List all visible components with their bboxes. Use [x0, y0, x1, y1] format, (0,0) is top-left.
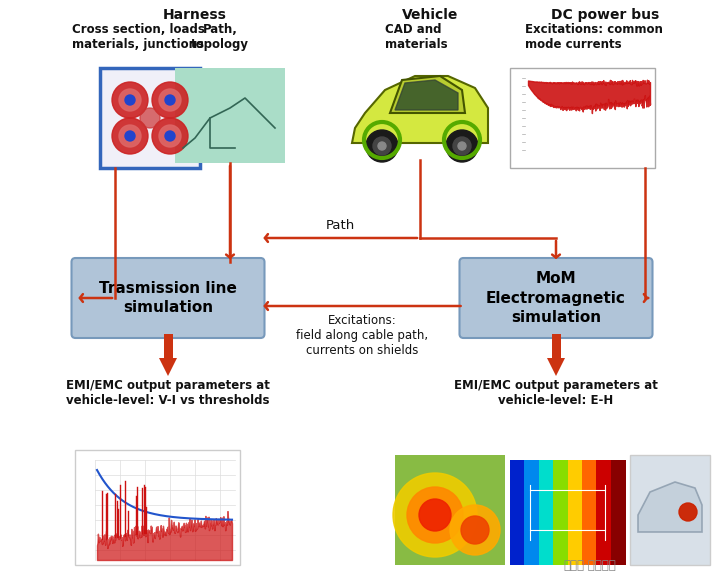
Circle shape	[393, 473, 477, 557]
FancyBboxPatch shape	[395, 455, 505, 565]
Circle shape	[159, 89, 181, 111]
Polygon shape	[547, 358, 565, 376]
Text: Cross section, loads
materials, junctions: Cross section, loads materials, junction…	[72, 23, 205, 51]
Circle shape	[458, 142, 466, 150]
Text: Trasmission line
simulation: Trasmission line simulation	[99, 280, 237, 315]
Text: EMI/EMC output parameters at
vehicle-level: E-H: EMI/EMC output parameters at vehicle-lev…	[454, 379, 658, 407]
FancyBboxPatch shape	[630, 455, 710, 565]
Polygon shape	[638, 482, 702, 532]
FancyBboxPatch shape	[524, 460, 540, 565]
Circle shape	[112, 118, 148, 154]
Circle shape	[453, 137, 471, 155]
Text: 公众号·贝思科尔: 公众号·贝思科尔	[563, 559, 616, 572]
FancyBboxPatch shape	[164, 334, 172, 358]
Circle shape	[119, 89, 141, 111]
Polygon shape	[352, 76, 488, 143]
FancyBboxPatch shape	[75, 450, 240, 565]
Text: Excitations: common
mode currents: Excitations: common mode currents	[525, 23, 663, 51]
Text: Path,
topology: Path, topology	[191, 23, 249, 51]
Polygon shape	[159, 358, 177, 376]
FancyBboxPatch shape	[582, 460, 597, 565]
Polygon shape	[395, 80, 458, 110]
FancyBboxPatch shape	[611, 460, 626, 565]
FancyBboxPatch shape	[175, 68, 285, 163]
Circle shape	[446, 130, 478, 162]
Circle shape	[125, 131, 135, 141]
Text: Vehicle: Vehicle	[402, 8, 458, 22]
Text: CAD and
materials: CAD and materials	[385, 23, 448, 51]
FancyBboxPatch shape	[100, 68, 200, 168]
Text: DC power bus: DC power bus	[551, 8, 659, 22]
Circle shape	[112, 82, 148, 118]
FancyBboxPatch shape	[553, 460, 568, 565]
Circle shape	[450, 505, 500, 555]
Text: MoM
Electromagnetic
simulation: MoM Electromagnetic simulation	[486, 270, 626, 325]
FancyBboxPatch shape	[538, 460, 554, 565]
FancyBboxPatch shape	[551, 334, 561, 358]
Circle shape	[159, 125, 181, 147]
FancyBboxPatch shape	[510, 68, 655, 168]
Text: Excitations:
field along cable path,
currents on shields: Excitations: field along cable path, cur…	[296, 314, 428, 357]
FancyBboxPatch shape	[596, 460, 611, 565]
FancyBboxPatch shape	[568, 460, 583, 565]
Text: EMI/EMC output parameters at
vehicle-level: V-I vs thresholds: EMI/EMC output parameters at vehicle-lev…	[66, 379, 270, 407]
Circle shape	[378, 142, 386, 150]
Text: Path: Path	[325, 219, 355, 232]
Circle shape	[366, 130, 398, 162]
Circle shape	[165, 131, 175, 141]
Circle shape	[165, 95, 175, 105]
Text: Harness: Harness	[163, 8, 227, 22]
Circle shape	[419, 499, 451, 531]
Circle shape	[119, 125, 141, 147]
Circle shape	[373, 137, 391, 155]
Circle shape	[125, 95, 135, 105]
Circle shape	[140, 108, 160, 128]
Circle shape	[407, 487, 463, 543]
Circle shape	[461, 516, 489, 544]
FancyBboxPatch shape	[510, 460, 526, 565]
Circle shape	[152, 82, 188, 118]
FancyBboxPatch shape	[460, 258, 653, 338]
FancyBboxPatch shape	[72, 258, 265, 338]
Polygon shape	[390, 76, 465, 113]
Circle shape	[152, 118, 188, 154]
FancyBboxPatch shape	[510, 460, 625, 565]
Circle shape	[679, 503, 697, 521]
